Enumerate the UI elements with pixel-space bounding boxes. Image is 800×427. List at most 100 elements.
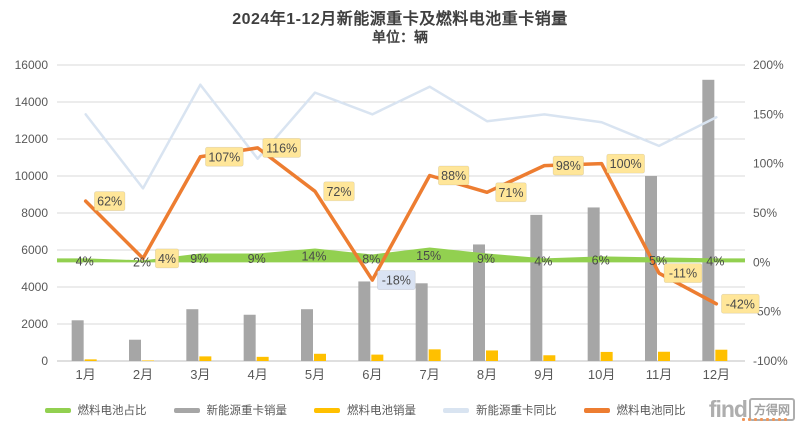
yoy-label-box xyxy=(663,263,703,284)
bar xyxy=(587,207,600,361)
left-axis-tick-label: 10000 xyxy=(15,169,49,183)
yoy-label-text: 98% xyxy=(556,159,581,173)
x-axis-labels: 1月 2月 3月 4月 5月 6月 7月 8月 9月 10月 11月 12月 xyxy=(76,367,731,382)
legend-label: 燃料电池占比 xyxy=(77,405,147,417)
right-axis-tick-label: 100% xyxy=(753,157,784,171)
bar xyxy=(199,356,212,361)
legend-marker xyxy=(44,407,71,413)
bar xyxy=(530,214,543,361)
yoy-label-text: 71% xyxy=(498,186,523,200)
yoy-label-box xyxy=(323,181,355,202)
legend-marker xyxy=(173,407,200,413)
yoy-label-text: -42% xyxy=(726,297,755,311)
right-axis-tick-label: 150% xyxy=(753,107,784,121)
bar xyxy=(428,349,441,361)
bar xyxy=(645,176,657,361)
yoy-label-text: 62% xyxy=(97,195,122,209)
bar xyxy=(84,359,97,361)
bar xyxy=(543,355,556,361)
gridlines xyxy=(57,64,745,362)
share-data-label: 9% xyxy=(190,252,208,266)
left-axis-tick-label: 16000 xyxy=(15,58,49,72)
legend-item: 新能源重卡销量 xyxy=(173,402,288,418)
legend-label: 燃料电池同比 xyxy=(616,405,686,417)
yoy-label-text: -18% xyxy=(382,274,411,288)
yoy-label-text: 4% xyxy=(158,252,176,266)
right-axis-tick-label: -50% xyxy=(753,305,781,319)
line-series-0 xyxy=(84,83,718,190)
yoy-label-box xyxy=(721,293,760,314)
bar xyxy=(600,351,613,361)
legend-marker xyxy=(314,407,340,413)
area-series-share xyxy=(57,247,745,263)
month-label: 12月 xyxy=(703,367,730,382)
month-label: 2月 xyxy=(133,367,153,382)
data-labels-share: 4% 2% 9% 9% 14% 8% 15% 9% 4% 6% 5% 4% xyxy=(76,249,725,269)
legend-item: 新能源重卡同比 xyxy=(443,402,557,418)
share-data-label: 6% xyxy=(592,253,610,267)
share-data-label: 2% xyxy=(133,255,151,269)
chart-legend: 燃料电池占比 新能源重卡销量 燃料电池销量 新能源重卡同比 燃料电池同比 xyxy=(0,402,730,418)
bar xyxy=(186,309,199,361)
legend-label: 新能源重卡同比 xyxy=(476,405,557,417)
legend-marker xyxy=(443,407,469,413)
bar xyxy=(371,354,384,361)
month-label: 7月 xyxy=(420,367,440,382)
yoy-label-box xyxy=(205,146,244,167)
month-label: 9月 xyxy=(534,367,554,382)
bar xyxy=(243,314,256,361)
yoy-label-box xyxy=(377,270,416,290)
bar xyxy=(473,244,485,361)
month-label: 11月 xyxy=(646,367,673,382)
yoy-label-text: 72% xyxy=(326,185,351,199)
yoy-label-box xyxy=(94,191,126,212)
left-axis-tick-label: 2000 xyxy=(21,317,48,331)
bar-series-1 xyxy=(84,349,728,361)
bar xyxy=(358,281,371,361)
yoy-label-box xyxy=(552,155,584,176)
right-axis-tick-label: 0% xyxy=(753,255,771,269)
left-axis-tick-label: 6000 xyxy=(21,243,48,257)
bar-series-0 xyxy=(71,79,715,362)
yoy-label-text: 116% xyxy=(266,141,297,155)
legend-marker xyxy=(583,407,610,413)
yoy-label-box xyxy=(262,138,301,158)
bar xyxy=(415,283,428,361)
yoy-label-text: 107% xyxy=(208,150,240,164)
bar xyxy=(658,351,670,361)
y-axis-left-labels: 0 2000 4000 6000 8000 10000 12000 14000 16000 xyxy=(15,58,49,368)
yoy-label-text: -11% xyxy=(669,267,697,281)
share-data-label: 4% xyxy=(706,254,724,268)
bar xyxy=(301,309,313,361)
yoy-label-box xyxy=(154,248,180,269)
bar xyxy=(71,320,84,361)
right-axis-tick-label: 200% xyxy=(753,58,784,72)
page-title: 2024年1-12月新能源重卡及燃料电池重卡销量 xyxy=(232,11,568,28)
share-data-label: 5% xyxy=(649,254,667,268)
legend-item: 燃料电池同比 xyxy=(583,402,686,418)
yoy-label-box xyxy=(495,182,527,203)
left-axis-tick-label: 12000 xyxy=(15,132,49,146)
share-data-label: 9% xyxy=(477,252,495,266)
data-labels-fc-yoy: 62% 4% 107% 116% 72% -18% 88% 71% 98% 100% -11% -42… xyxy=(94,138,760,314)
yoy-label-box xyxy=(438,165,470,186)
bar xyxy=(142,360,154,361)
share-data-label: 14% xyxy=(301,249,326,263)
share-data-label: 8% xyxy=(362,252,380,266)
month-label: 4月 xyxy=(248,367,268,382)
month-label: 10月 xyxy=(588,367,615,382)
y-axis-right-labels: -100% -50% 0% 50% 100% 150% 200% xyxy=(753,58,788,368)
watermark-brand-text: find xyxy=(708,396,748,422)
share-data-label: 9% xyxy=(248,252,266,266)
bar xyxy=(129,339,141,361)
legend-label: 新能源重卡销量 xyxy=(206,405,288,417)
bar xyxy=(314,353,326,361)
bar xyxy=(702,79,715,362)
left-axis-tick-label: 4000 xyxy=(21,280,48,294)
legend-label: 燃料电池销量 xyxy=(347,405,416,417)
month-label: 8月 xyxy=(477,367,497,382)
yoy-label-text: 100% xyxy=(610,157,642,171)
month-label: 3月 xyxy=(190,367,210,382)
